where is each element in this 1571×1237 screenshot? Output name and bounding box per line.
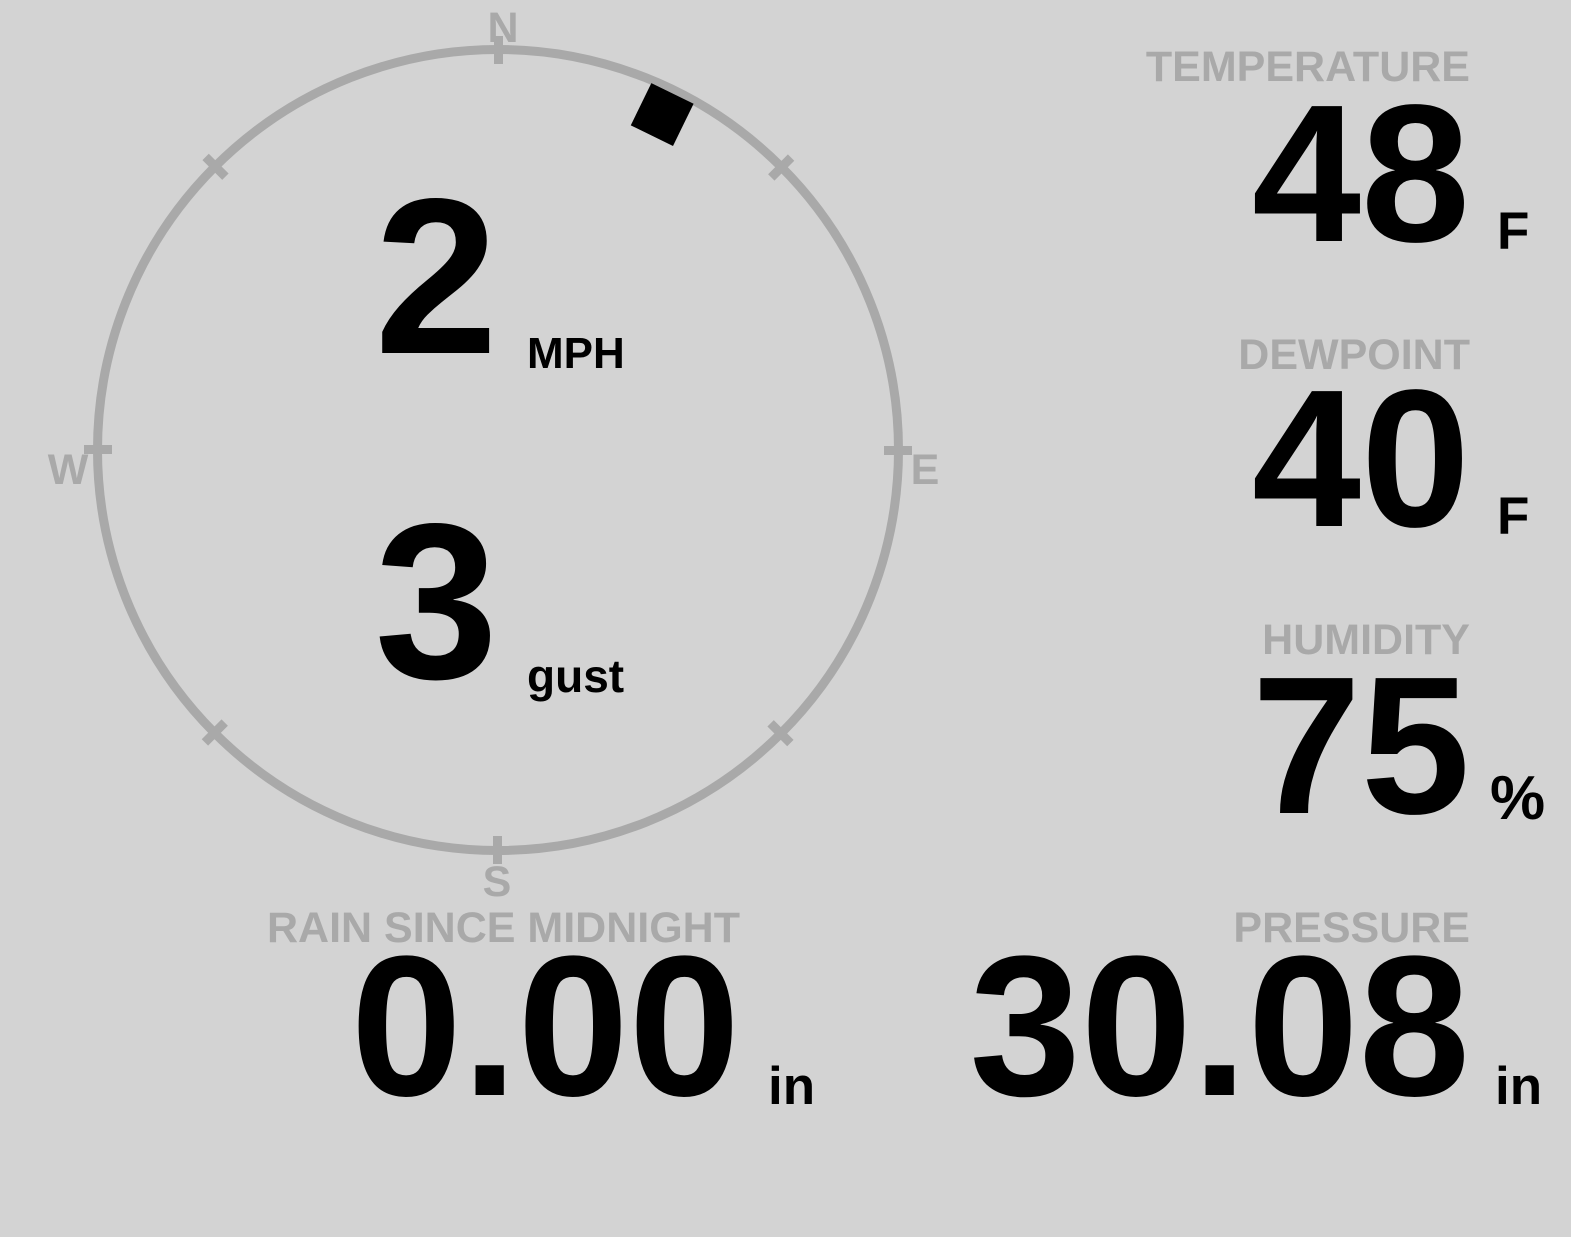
wind-gust-value: 3 <box>374 478 498 726</box>
dewpoint-label: DEWPOINT <box>1238 331 1470 379</box>
humidity-unit: % <box>1490 764 1546 833</box>
rain-since-midnight-label: RAIN SINCE MIDNIGHT <box>267 904 740 952</box>
dewpoint-value: 40 <box>1251 349 1470 568</box>
temperature-unit: F <box>1497 202 1530 261</box>
wind-speed-unit: MPH <box>527 329 625 378</box>
humidity-label: HUMIDITY <box>1262 616 1470 664</box>
pressure-unit: in <box>1495 1057 1543 1116</box>
rain-since-midnight-value: 0.00 <box>350 915 740 1138</box>
pressure-value: 30.08 <box>969 915 1471 1138</box>
wind-speed-value: 2 <box>374 153 498 401</box>
compass-label-east: E <box>910 446 940 494</box>
temperature-value: 48 <box>1251 64 1470 283</box>
pressure-label: PRESSURE <box>1233 904 1470 952</box>
wind-gust-unit: gust <box>527 650 625 702</box>
temperature-label: TEMPERATURE <box>1145 43 1470 91</box>
dewpoint-unit: F <box>1497 487 1530 546</box>
rain-since-midnight-unit: in <box>768 1057 816 1116</box>
humidity-value: 75 <box>1251 636 1470 855</box>
compass-label-west: W <box>47 446 89 494</box>
compass-label-north: N <box>487 4 519 52</box>
compass-label-south: S <box>482 858 512 906</box>
